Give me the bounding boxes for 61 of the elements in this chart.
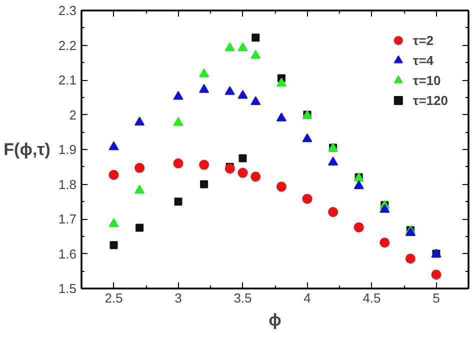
point [405, 254, 416, 264]
point [250, 96, 261, 105]
y-tick-label: 2.3 [58, 3, 77, 18]
y-tick-label: 1.9 [58, 142, 77, 157]
point [173, 117, 184, 126]
point [108, 218, 119, 227]
y-tick-label: 2.2 [58, 38, 77, 53]
point [276, 182, 286, 192]
legend-label: τ=120 [412, 92, 448, 108]
point [224, 42, 235, 52]
legend-label: τ=4 [412, 52, 434, 68]
point [328, 207, 338, 218]
y-tick-label: 1.6 [58, 246, 77, 262]
point [199, 68, 210, 78]
y-tick-label: 2 [69, 107, 77, 122]
point [174, 198, 182, 206]
point [108, 141, 119, 150]
y-tick-label: 1.5 [58, 281, 77, 296]
point [199, 160, 210, 170]
x-tick-label: 3 [174, 290, 182, 306]
point [328, 156, 338, 166]
point [238, 154, 247, 162]
point [173, 158, 184, 168]
y-tick-label: 1.7 [58, 212, 77, 226]
point [110, 241, 118, 250]
x-tick-label: 4.5 [362, 290, 381, 306]
point [238, 42, 248, 52]
point [380, 204, 390, 213]
point [354, 180, 364, 190]
point [431, 270, 442, 280]
y-axis-title: F(ϕ,τ) [4, 140, 50, 159]
point [252, 34, 260, 42]
point [250, 50, 261, 59]
point [302, 194, 312, 204]
point [302, 133, 312, 142]
point [380, 238, 390, 248]
point [134, 116, 145, 126]
y-tick-label: 2.1 [58, 72, 77, 88]
point [276, 78, 286, 87]
point [136, 224, 144, 232]
point [238, 168, 248, 178]
x-tick-label: 3.5 [234, 290, 252, 306]
legend-label: τ=10 [412, 72, 441, 88]
point [108, 170, 119, 180]
y-tick-label: 1.8 [58, 176, 77, 192]
x-tick-label: 2.5 [104, 290, 123, 306]
point [250, 172, 261, 182]
point [224, 86, 235, 95]
point [238, 90, 248, 99]
point [224, 164, 235, 174]
point [134, 162, 145, 173]
point [199, 84, 210, 93]
legend-label: τ=2 [412, 32, 434, 48]
x-axis-title: ϕ [268, 310, 282, 330]
x-tick-label: 4 [304, 290, 311, 306]
x-tick-label: 5 [432, 290, 440, 306]
point [276, 112, 286, 122]
point [200, 180, 208, 188]
point [134, 184, 145, 194]
point [173, 90, 184, 100]
point [354, 222, 364, 232]
